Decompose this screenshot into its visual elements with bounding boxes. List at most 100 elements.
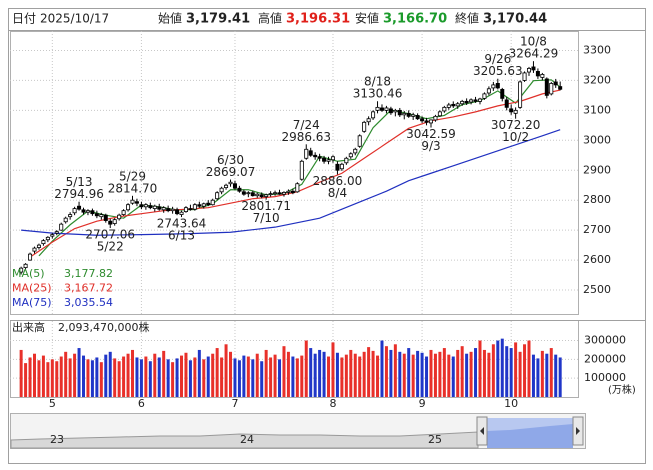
candle-body — [50, 234, 55, 237]
candle-body — [228, 181, 233, 185]
candle-body — [353, 148, 358, 154]
y-tick-label: 2500 — [583, 283, 611, 296]
candle-body — [290, 190, 295, 194]
candle-body — [77, 205, 82, 210]
volume-bar — [482, 349, 486, 397]
candle-body — [509, 108, 514, 113]
volume-bar — [376, 355, 380, 397]
candle-body — [161, 207, 166, 211]
volume-bar — [505, 346, 509, 397]
candle-body — [313, 154, 318, 158]
annotation-value: 2743.64 — [157, 217, 207, 231]
candle-body — [206, 202, 211, 206]
candle-body — [103, 214, 108, 221]
candle-body — [420, 118, 425, 122]
candle-body — [558, 86, 563, 90]
candle-body — [540, 74, 545, 78]
volume-bar — [420, 352, 424, 397]
candle-body — [344, 157, 349, 164]
volume-bar — [215, 348, 219, 397]
volume-bar — [371, 350, 375, 397]
candle-body — [330, 156, 335, 161]
price-plot — [10, 31, 579, 315]
y-tick-label: 2600 — [583, 253, 611, 266]
volume-bar — [153, 353, 157, 397]
candle-body — [19, 267, 24, 273]
volume-bar — [64, 351, 68, 397]
navigator[interactable]: 23 24 25 — [10, 413, 586, 449]
annotation-value: 3130.46 — [353, 87, 403, 101]
volume-bar — [126, 353, 130, 397]
volume-bar — [166, 359, 170, 397]
candle-body — [68, 214, 73, 218]
ma-line — [21, 129, 561, 236]
volume-bar — [478, 340, 482, 397]
volume-bar — [496, 340, 500, 397]
candle-body — [379, 107, 384, 111]
volume-bar — [425, 356, 429, 397]
volume-bar — [108, 351, 112, 397]
annotation-date: 8/18 — [364, 75, 391, 89]
candle-body — [246, 192, 251, 195]
legend-name: MA(5) — [12, 267, 45, 280]
annotation-date: 10/8 — [520, 35, 547, 49]
open-value: 3,179.41 — [186, 12, 250, 27]
candle-body — [273, 192, 278, 195]
y-tick-label: 2800 — [583, 193, 611, 206]
volume-bar — [260, 361, 264, 397]
candle-body — [281, 192, 286, 195]
volume-bar — [139, 359, 143, 397]
candle-body — [455, 103, 460, 107]
volume-bar — [384, 346, 388, 397]
candle-body — [85, 210, 90, 213]
volume-bar — [237, 360, 241, 397]
volume-bar — [90, 360, 94, 397]
low-value: 3,166.70 — [383, 12, 447, 27]
volume-bar — [469, 351, 473, 397]
annotation-value: 3264.29 — [509, 47, 559, 61]
legend-value: 3,035.54 — [64, 296, 113, 309]
annotation-date: 8/4 — [328, 186, 347, 200]
volume-bar — [202, 359, 206, 397]
candle-body — [526, 68, 531, 73]
candle-body — [304, 148, 309, 159]
candle-body — [192, 204, 197, 210]
volume-tick-label: 300000 — [584, 334, 626, 347]
candle-body — [393, 109, 398, 113]
volume-bar — [99, 362, 103, 397]
candle-body — [139, 204, 144, 208]
volume-bar — [340, 357, 344, 397]
volume-bar — [41, 355, 45, 397]
volume-bar — [19, 349, 23, 397]
navigator-label: 25 — [428, 433, 442, 446]
candle-body — [402, 112, 407, 116]
volume-bar — [117, 361, 121, 397]
volume-bar — [28, 357, 32, 397]
annotation-value: 3072.20 — [491, 118, 541, 132]
candle-body — [259, 194, 264, 198]
legend-name: MA(75) — [12, 296, 52, 309]
candle-body — [553, 81, 558, 86]
candle-body — [264, 194, 269, 198]
annotation-date: 10/2 — [502, 130, 529, 144]
volume-bar — [313, 353, 317, 397]
y-tick-label: 3200 — [583, 73, 611, 86]
candle-body — [535, 71, 540, 77]
candle-body — [500, 88, 505, 99]
volume-bar — [536, 358, 540, 397]
volume-bar — [367, 347, 371, 397]
volume-bar — [157, 357, 161, 397]
volume-bar — [193, 357, 197, 397]
candle-body — [544, 78, 549, 96]
volume-bar — [46, 362, 50, 397]
volume-bar — [540, 350, 544, 397]
candle-body — [188, 208, 193, 210]
volume-bar — [300, 355, 304, 397]
candle-body — [388, 108, 393, 114]
volume-bar — [433, 353, 437, 397]
candle-body — [495, 83, 500, 89]
volume-bar — [531, 354, 535, 397]
candle-body — [375, 106, 380, 111]
candle-body — [179, 211, 184, 215]
